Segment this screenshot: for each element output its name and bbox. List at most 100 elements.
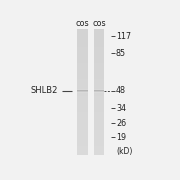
Bar [77, 129, 88, 131]
Bar [94, 67, 104, 68]
Bar [77, 54, 88, 56]
Bar [77, 92, 88, 93]
Bar [77, 91, 88, 92]
Bar [94, 107, 104, 108]
Bar [77, 62, 88, 63]
Bar [94, 40, 104, 42]
Bar [94, 73, 104, 74]
Bar [94, 31, 104, 33]
Bar [94, 60, 104, 62]
Bar [77, 78, 88, 79]
Bar [77, 45, 88, 47]
Bar [77, 144, 88, 146]
Bar [94, 134, 104, 136]
Bar [94, 133, 104, 135]
Bar [94, 45, 104, 47]
Bar [94, 63, 104, 64]
Bar [94, 132, 104, 133]
Bar [77, 87, 88, 88]
Bar [77, 95, 88, 97]
Bar [77, 85, 88, 87]
Bar [94, 30, 104, 32]
Bar [94, 143, 104, 145]
Bar [77, 113, 88, 114]
Bar [77, 72, 88, 73]
Bar [94, 51, 104, 53]
Bar [94, 123, 104, 125]
Bar [94, 92, 104, 93]
Bar [94, 142, 104, 143]
Bar [94, 149, 104, 151]
Text: cos: cos [76, 19, 89, 28]
Bar [77, 30, 88, 32]
Bar [94, 104, 104, 106]
Bar [77, 89, 88, 90]
Bar [94, 90, 104, 91]
Bar [94, 105, 104, 107]
Bar [77, 37, 88, 38]
Bar [77, 123, 88, 125]
Bar [77, 90, 88, 91]
Bar [77, 92, 88, 93]
Bar [94, 87, 104, 88]
Text: cos: cos [92, 19, 106, 28]
Bar [94, 85, 104, 87]
Bar [77, 75, 88, 77]
Bar [77, 83, 88, 84]
Bar [77, 116, 88, 117]
Bar [77, 117, 88, 118]
Bar [77, 108, 88, 109]
Bar [94, 58, 104, 59]
Bar [94, 153, 104, 155]
Bar [77, 121, 88, 122]
Bar [77, 77, 88, 78]
Bar [77, 122, 88, 123]
Bar [77, 41, 88, 43]
Bar [77, 35, 88, 37]
Bar [94, 89, 104, 90]
Bar [77, 64, 88, 66]
Bar [94, 114, 104, 116]
Bar [94, 119, 104, 121]
Bar [77, 119, 88, 121]
Bar [77, 127, 88, 128]
Bar [77, 142, 88, 143]
Bar [77, 46, 88, 48]
Bar [94, 147, 104, 148]
Bar [94, 103, 104, 104]
Bar [94, 128, 104, 130]
Bar [94, 129, 104, 131]
Bar [77, 51, 88, 53]
Bar [77, 107, 88, 108]
Bar [94, 113, 104, 114]
Bar [94, 49, 104, 51]
Bar [94, 92, 104, 93]
Bar [94, 127, 104, 128]
Bar [77, 31, 88, 33]
Bar [77, 98, 88, 100]
Bar [77, 67, 88, 68]
Bar [94, 53, 104, 54]
Bar [94, 108, 104, 109]
Bar [77, 128, 88, 130]
Bar [94, 84, 104, 86]
Bar [94, 116, 104, 117]
Bar [94, 90, 104, 92]
Bar [77, 143, 88, 145]
Bar [77, 103, 88, 104]
Bar [94, 34, 104, 35]
Bar [94, 93, 104, 94]
Bar [77, 70, 88, 72]
Bar [94, 125, 104, 127]
Bar [94, 59, 104, 61]
Bar [94, 68, 104, 69]
Bar [77, 94, 88, 96]
Bar [94, 100, 104, 102]
Bar [94, 33, 104, 34]
Bar [94, 74, 104, 76]
Bar [77, 152, 88, 153]
Bar [94, 69, 104, 71]
Bar [77, 109, 88, 111]
Bar [94, 62, 104, 63]
Bar [77, 89, 88, 90]
